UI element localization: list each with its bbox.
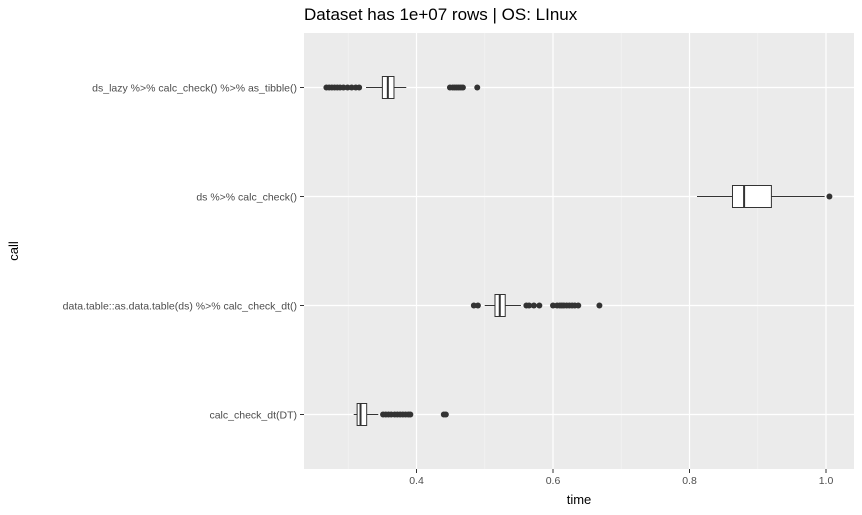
x-tick-label: 1.0 [819,475,834,487]
outlier-point [442,411,449,418]
outlier-point [530,302,537,309]
x-axis-title: time [567,492,592,507]
outlier-point [536,302,543,309]
box-iqr [731,185,772,208]
x-tick-label: 0.6 [546,475,561,487]
y-tick-label: ds %>% calc_check() [196,192,297,204]
boxplot-4 [353,403,449,426]
plot-panel [304,33,854,469]
boxplot-1 [323,76,481,99]
outlier-point [356,84,363,91]
box-layer [323,76,833,426]
boxplot-3 [470,294,603,317]
outlier-point [596,302,603,309]
outlier-point [526,302,533,309]
outlier-point [459,84,466,91]
y-tick-label: data.table::as.data.table(ds) %>% calc_c… [63,301,297,313]
y-axis-ticks: ds_lazy %>% calc_check() %>% as_tibble()… [63,83,304,422]
chart-title: Dataset has 1e+07 rows | OS: LInux [304,5,578,24]
outlier-point [575,302,582,309]
boxplot-2 [697,185,833,208]
outlier-point [826,193,833,200]
x-tick-label: 0.4 [409,475,424,487]
y-tick-label: calc_check_dt(DT) [209,410,297,422]
outlier-point [474,84,481,91]
outlier-point [474,302,481,309]
x-tick-label: 0.8 [682,475,697,487]
y-axis-title: call [6,241,21,261]
outlier-point [407,411,414,418]
y-tick-label: ds_lazy %>% calc_check() %>% as_tibble() [92,83,297,95]
box-iqr [356,403,368,426]
x-axis-ticks: 0.4 0.6 0.8 1.0 [409,469,833,487]
